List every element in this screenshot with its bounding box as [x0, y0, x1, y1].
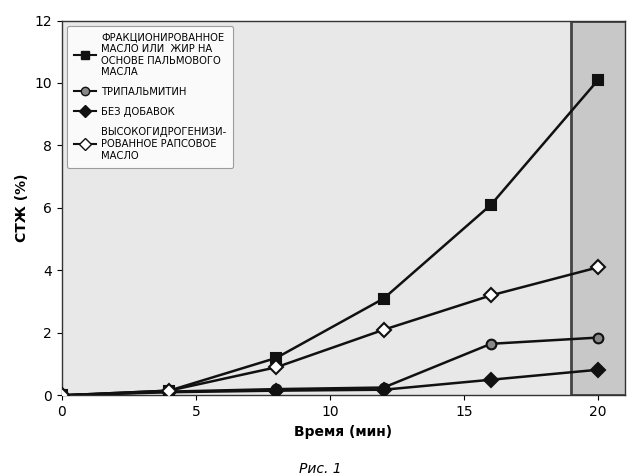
X-axis label: Время (мин): Время (мин)	[294, 425, 392, 438]
Text: Рис. 1: Рис. 1	[299, 462, 341, 475]
Legend: ФРАКЦИОНИРОВАННОЕ
МАСЛО ИЛИ  ЖИР НА
ОСНОВЕ ПАЛЬМОВОГО
МАСЛА, ТРИПАЛЬМИТИН, БЕЗ Д: ФРАКЦИОНИРОВАННОЕ МАСЛО ИЛИ ЖИР НА ОСНОВ…	[67, 26, 233, 168]
Bar	[572, 20, 628, 395]
Y-axis label: СТЖ (%): СТЖ (%)	[15, 174, 29, 242]
